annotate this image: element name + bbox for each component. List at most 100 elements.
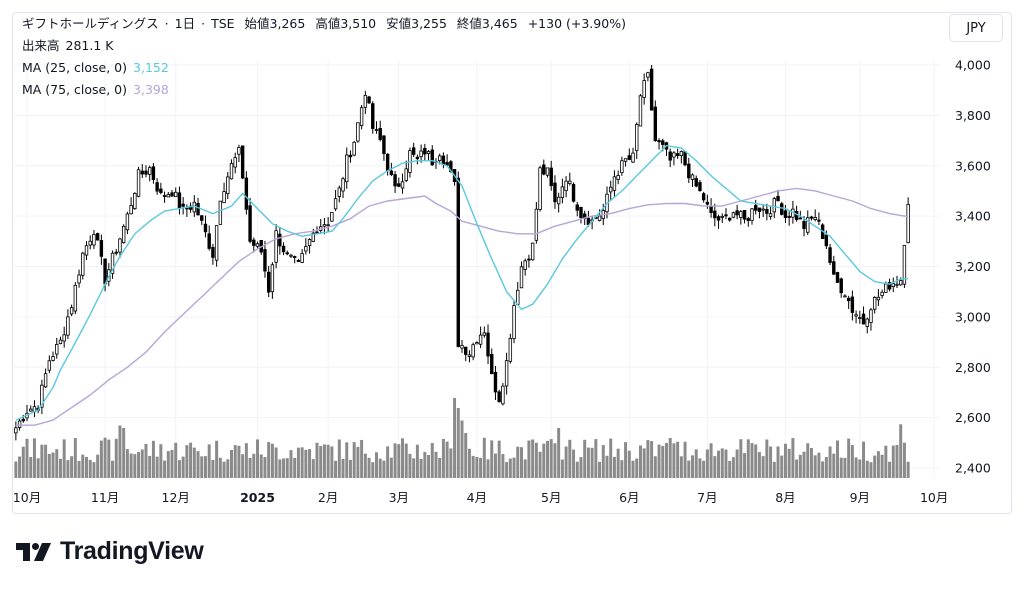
candle-body [177, 192, 182, 209]
volume-bar [200, 456, 204, 478]
volume-bar [501, 454, 505, 478]
candle-body [333, 198, 338, 210]
candle-body [248, 205, 252, 242]
candle-body [378, 127, 382, 140]
volume-bar [709, 443, 713, 478]
volume-bar [449, 448, 453, 478]
volume-bar [237, 445, 241, 478]
candle-body [103, 258, 107, 285]
volume-bar [821, 461, 825, 478]
volume-bar [895, 445, 899, 478]
candle-body [136, 169, 141, 197]
volume-bar [360, 439, 364, 478]
volume-bar [791, 438, 795, 478]
candle-body [902, 244, 907, 285]
volume-bar [81, 454, 85, 478]
candle-body [493, 371, 498, 393]
candle-body [765, 208, 769, 214]
candle-body [237, 147, 241, 155]
candle-body [746, 218, 750, 221]
volume-bar [579, 457, 583, 478]
volume-bar [419, 458, 423, 478]
candle-body [553, 182, 557, 203]
candle-body [359, 107, 364, 126]
candle-body [229, 163, 234, 180]
candle-body [77, 274, 81, 284]
volume-bar [18, 456, 22, 478]
volume-bar [441, 438, 445, 478]
volume-bar [705, 449, 709, 478]
candle-body [207, 233, 211, 249]
candle-body [497, 391, 501, 403]
candle-body [828, 247, 832, 263]
x-tick-label: 4月 [467, 490, 487, 505]
candle-body [661, 140, 665, 145]
candle-body [43, 373, 48, 388]
candle-body [292, 256, 297, 258]
volume-bar [211, 459, 215, 478]
tradingview-logo[interactable]: TradingView [16, 537, 204, 566]
candle-body [47, 360, 52, 371]
volume-bar [676, 441, 680, 478]
currency-button[interactable]: JPY [949, 14, 1003, 42]
candle-body [668, 151, 672, 161]
volume-bar [642, 448, 646, 478]
volume-bar [858, 459, 862, 478]
candle-body [389, 170, 394, 176]
volume-bar [534, 442, 538, 478]
candle-body [843, 295, 847, 298]
candle-body [817, 219, 821, 222]
volume-bar [505, 462, 509, 478]
candle-body [114, 251, 118, 254]
volume-bar [389, 457, 393, 478]
volume-bar [464, 433, 468, 478]
candle-body [798, 217, 803, 220]
volume-bar [181, 456, 185, 478]
volume-bar [233, 445, 237, 478]
candle-body [255, 243, 260, 247]
volume-bar [516, 446, 520, 478]
volume-legend: 出来高 281.1 K [22, 38, 119, 54]
volume-bar [702, 460, 706, 478]
volume-bar [769, 446, 773, 478]
volume-bar [564, 446, 568, 478]
volume-bar [780, 455, 784, 478]
volume-bar [282, 458, 286, 478]
volume-bar [467, 448, 471, 478]
candle-body [125, 213, 130, 231]
candle-body [519, 266, 524, 289]
candle-body [616, 175, 620, 180]
x-tick-label: 10月 [13, 490, 41, 505]
candle-body [809, 216, 814, 219]
candle-body [739, 211, 743, 219]
volume-bar [724, 449, 728, 478]
volume-bar [694, 449, 698, 478]
ma25-value: 3,152 [133, 60, 169, 75]
volume-bar [802, 451, 806, 478]
candle-body [490, 353, 494, 375]
volume-bar [657, 444, 661, 478]
volume-bar [189, 442, 193, 478]
candle-body [426, 151, 431, 154]
chart-frame [12, 12, 1012, 514]
volume-bar [322, 444, 326, 478]
volume-bar [620, 460, 624, 478]
volume-bar [207, 444, 211, 478]
volume-bar [616, 448, 620, 478]
volume-bar [631, 460, 635, 478]
volume-bar [828, 446, 832, 478]
volume-bar [274, 447, 278, 478]
candle-body [263, 249, 267, 272]
brand-name: TradingView [60, 537, 204, 565]
volume-bar [586, 447, 590, 478]
volume-bar [278, 459, 282, 478]
volume-bar [765, 439, 769, 478]
volume-bar [687, 460, 691, 478]
volume-bar [296, 447, 300, 478]
volume-bar [185, 445, 189, 478]
candle-body [144, 170, 148, 175]
volume-bar [423, 451, 427, 478]
candle-body [88, 240, 92, 246]
candle-body [486, 332, 490, 357]
